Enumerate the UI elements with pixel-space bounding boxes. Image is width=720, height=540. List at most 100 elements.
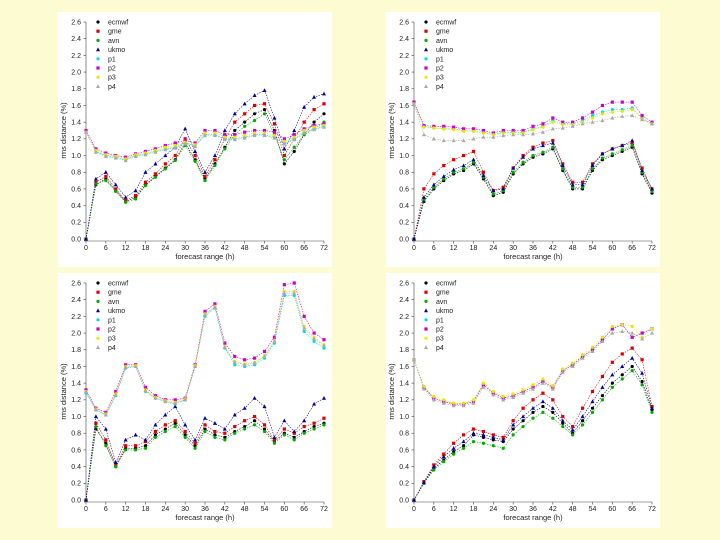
data-point-avn (541, 410, 545, 414)
data-point-ukmo (560, 418, 565, 423)
data-point-ukmo (143, 170, 148, 174)
data-point-gme (193, 441, 197, 445)
data-point-avn (163, 167, 167, 171)
data-point-gme (114, 463, 118, 467)
data-point-ukmo (133, 432, 138, 437)
data-point-avn (452, 452, 456, 456)
data-point-p3 (600, 335, 605, 339)
data-point-ukmo (113, 182, 118, 187)
data-point-p3 (590, 116, 595, 120)
data-point-p4 (540, 380, 545, 385)
data-point-avn (531, 153, 535, 158)
x-tick-label: 60 (608, 245, 616, 252)
x-axis-title: forecast range (h) (503, 513, 563, 522)
data-point-ukmo (262, 404, 267, 409)
y-tick-label: 0.8 (399, 431, 409, 438)
y-tick-label: 2.0 (399, 330, 409, 337)
data-point-ukmo (222, 426, 227, 431)
data-point-p3 (233, 135, 237, 139)
y-tick-label: 1.2 (71, 136, 81, 143)
data-point-p3 (243, 133, 247, 138)
data-point-gme (452, 158, 456, 162)
data-point-ukmo (123, 195, 128, 199)
series-line-p2 (85, 282, 325, 413)
data-point-ukmo (242, 405, 247, 410)
data-point-avn (521, 424, 525, 429)
legend-label-p3: p3 (108, 75, 116, 82)
data-point-avn (580, 423, 585, 427)
data-point-ukmo (451, 446, 456, 450)
y-tick-label: 1.8 (399, 347, 409, 354)
data-point-p2 (312, 123, 316, 128)
y-tick-label: 1.0 (71, 153, 81, 160)
data-point-p4 (153, 150, 158, 154)
data-point-p4 (183, 141, 188, 146)
data-point-ukmo (620, 364, 625, 369)
data-point-p2 (461, 127, 466, 131)
data-point-avn (630, 369, 634, 373)
data-point-ecmwf (292, 435, 296, 440)
legend-label-p2: p2 (436, 327, 444, 334)
y-tick-label: 2.6 (71, 280, 81, 287)
series-avn (412, 143, 654, 241)
data-point-p4 (282, 141, 287, 146)
data-point-ukmo (292, 128, 297, 133)
y-tick-label: 0.4 (71, 203, 81, 210)
data-point-ecmwf (590, 406, 595, 410)
data-point-p4 (272, 135, 277, 140)
data-point-p4 (471, 400, 476, 405)
data-point-p4 (262, 133, 267, 138)
data-point-p3 (541, 125, 545, 129)
y-tick-label: 1.6 (71, 103, 81, 110)
x-tick-label: 6 (432, 506, 436, 513)
data-point-ecmwf (531, 410, 535, 414)
data-point-p3 (292, 135, 296, 139)
data-point-p2 (561, 120, 565, 124)
legend-marker-p4 (424, 345, 428, 349)
data-point-ecmwf (252, 419, 257, 423)
data-point-p4 (600, 118, 605, 123)
data-point-gme (153, 429, 158, 434)
x-tick-label: 54 (261, 506, 269, 513)
data-point-avn (252, 118, 257, 123)
legend: ecmwf gme avn ukmo p1 p2 p3 p4 (96, 281, 128, 352)
data-point-ecmwf (233, 128, 237, 133)
y-tick-label: 2.2 (399, 53, 409, 60)
data-point-p3 (471, 398, 476, 402)
legend-marker-ukmo (96, 308, 100, 313)
data-point-ecmwf (223, 435, 227, 440)
series-ukmo (84, 395, 326, 502)
series-gme (412, 346, 654, 502)
data-point-gme (442, 452, 446, 456)
data-point-p4 (590, 119, 595, 124)
legend-label-ukmo: ukmo (108, 308, 125, 315)
data-point-gme (252, 414, 257, 419)
y-tick-label: 0.0 (399, 236, 409, 243)
data-point-avn (124, 200, 128, 204)
data-point-p3 (262, 131, 267, 135)
data-point-ecmwf (610, 381, 614, 385)
data-point-gme (243, 419, 247, 423)
data-point-ukmo (540, 399, 545, 404)
data-point-gme (580, 180, 585, 184)
data-point-ecmwf (252, 112, 257, 116)
data-point-p2 (233, 354, 237, 359)
data-point-p2 (153, 394, 158, 398)
data-point-p2 (521, 128, 525, 133)
data-point-ukmo (272, 435, 277, 440)
data-point-ukmo (242, 101, 247, 106)
legend-marker-ecmwf (424, 20, 428, 24)
legend-label-ecmwf: ecmwf (108, 281, 128, 288)
data-point-avn (452, 170, 456, 174)
y-tick-label: 2.0 (71, 69, 81, 76)
data-point-p2 (491, 131, 495, 135)
series-p2 (84, 281, 326, 414)
data-point-p4 (292, 137, 297, 142)
data-point-p4 (550, 126, 555, 131)
y-tick-label: 2.4 (71, 36, 81, 43)
data-point-p4 (222, 137, 227, 142)
data-point-ukmo (451, 167, 456, 172)
chart-panel-bottom-left: 0.0 0.2 0.4 0.6 0.8 1.0 1.2 1.4 1.6 1.8 2.0 2.2 2.4 2… (58, 273, 332, 528)
data-point-gme (243, 112, 247, 116)
data-point-gme (561, 414, 565, 419)
